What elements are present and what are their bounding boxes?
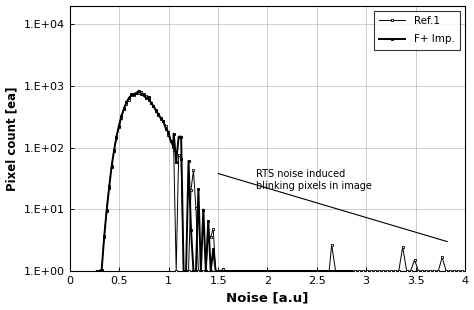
F+ Imp.	[208, 269, 214, 273]
F+ Imp.	[289, 269, 295, 273]
F+ Imp.	[136, 89, 142, 93]
Legend: Ref.1, F+ Imp.: Ref.1, F+ Imp.	[374, 11, 460, 50]
F+ Imp.	[270, 269, 275, 273]
Ref.1	[230, 269, 236, 273]
Ref.1	[181, 269, 186, 273]
Ref.1	[459, 269, 465, 273]
F+ Imp.	[94, 269, 100, 273]
Ref.1	[304, 269, 310, 273]
F+ Imp.	[309, 269, 315, 273]
F+ Imp.	[348, 269, 354, 273]
Ref.1	[353, 269, 358, 273]
Ref.1	[329, 243, 335, 247]
F+ Imp.	[151, 104, 156, 108]
Ref.1	[94, 269, 100, 273]
Line: F+ Imp.: F+ Imp.	[95, 89, 353, 272]
Line: Ref.1: Ref.1	[95, 91, 463, 272]
F+ Imp.	[143, 96, 149, 100]
Y-axis label: Pixel count [ea]: Pixel count [ea]	[6, 86, 18, 191]
Ref.1	[260, 269, 265, 273]
X-axis label: Noise [a.u]: Noise [a.u]	[226, 291, 309, 304]
Text: RTS noise induced
blinking pixels in image: RTS noise induced blinking pixels in ima…	[255, 169, 372, 191]
Ref.1	[138, 91, 144, 94]
